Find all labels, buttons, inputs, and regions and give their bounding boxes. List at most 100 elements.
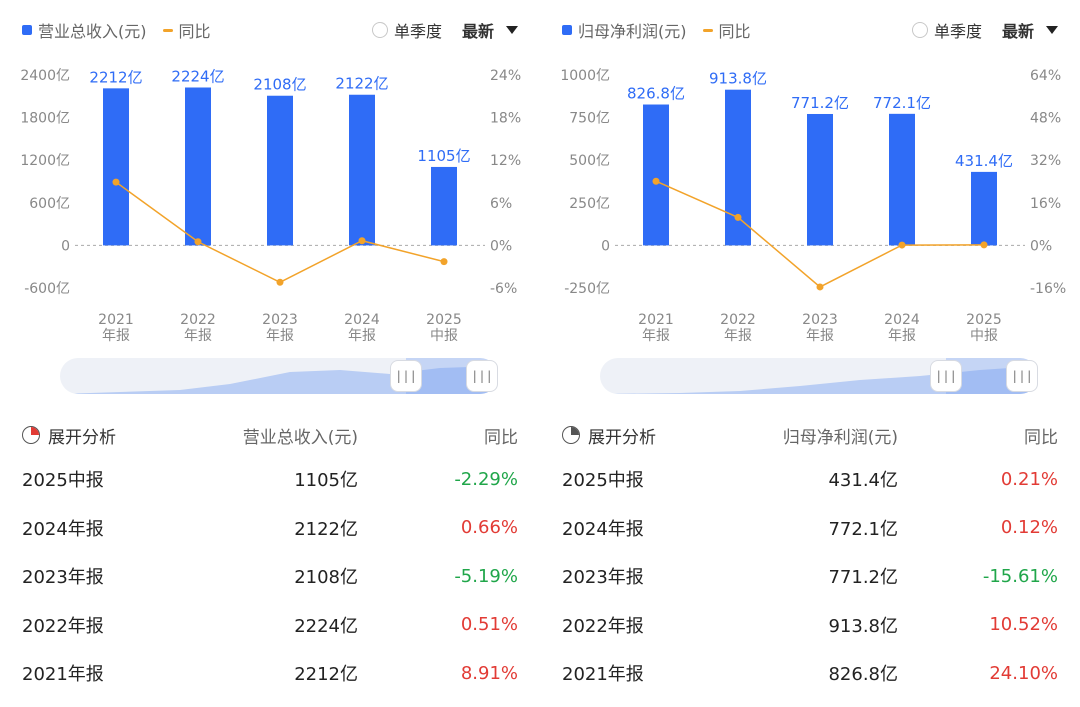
period-cell: 2021年报: [22, 664, 104, 686]
quarter-toggle-label[interactable]: 单季度: [393, 22, 442, 41]
y-left-tick-label: 250亿: [569, 196, 610, 212]
column-header-yoy: 同比: [1024, 427, 1058, 448]
bar-legend-label: 营业总收入(元): [38, 22, 147, 41]
x-tick-label: 2025 中报: [966, 312, 1002, 344]
table-row[interactable]: 2022年报 913.8亿 10.52%: [562, 601, 1058, 650]
y-right-tick-label: 16%: [1030, 196, 1061, 212]
bar: [267, 95, 293, 246]
period-select[interactable]: 最新: [1001, 22, 1034, 41]
x-tick-label: 2025 中报: [426, 312, 462, 344]
x-tick-label: 2023 年报: [802, 312, 838, 344]
slider-area-sparkline: [600, 366, 1038, 394]
x-tick-label: 2023 年报: [262, 312, 298, 344]
y-left-tick-label: 0: [61, 238, 70, 254]
table-row[interactable]: 2023年报 2108亿 -5.19%: [22, 552, 518, 601]
bar: [971, 171, 997, 246]
chart-legend: 归母净利润(元) 同比: [562, 16, 751, 44]
value-cell: 1105亿: [294, 470, 358, 492]
y-right-tick-label: 0%: [490, 238, 512, 254]
yoy-cell: 24.10%: [989, 662, 1058, 684]
period-cell: 2025中报: [562, 470, 644, 492]
expand-analysis-button[interactable]: 展开分析: [562, 423, 698, 448]
yoy-point: [440, 258, 448, 266]
y-left-tick-label: 1800亿: [20, 111, 70, 127]
yoy-point: [816, 283, 824, 291]
range-slider[interactable]: ||| |||: [60, 358, 498, 394]
table-row[interactable]: 2021年报 2212亿 8.91%: [22, 649, 518, 698]
bar-data-label: 913.8亿: [709, 70, 767, 88]
bar: [431, 166, 457, 246]
line-legend-label: 同比: [718, 22, 751, 41]
yoy-cell: 0.66%: [460, 517, 518, 539]
value-cell: 431.4亿: [828, 470, 898, 492]
table-row[interactable]: 2022年报 2224亿 0.51%: [22, 601, 518, 650]
table-row[interactable]: 2024年报 772.1亿 0.12%: [562, 504, 1058, 553]
y-left-tick-label: 0: [601, 238, 610, 254]
y-left-tick-label: 750亿: [569, 111, 610, 127]
table-row[interactable]: 2025中报 431.4亿 0.21%: [562, 455, 1058, 504]
table-row[interactable]: 2024年报 2122亿 0.66%: [22, 504, 518, 553]
y-right-tick-label: 12%: [490, 153, 521, 169]
slider-track[interactable]: [60, 358, 498, 394]
yoy-cell: 0.21%: [1000, 468, 1058, 490]
expand-analysis-button[interactable]: 展开分析: [22, 423, 158, 448]
value-cell: 2122亿: [294, 518, 358, 540]
y-right-tick-label: 24%: [490, 68, 521, 84]
bar-data-label: 771.2亿: [791, 94, 849, 112]
period-cell: 2024年报: [22, 518, 104, 540]
yoy-cell: 10.52%: [989, 614, 1058, 636]
period-cell: 2022年报: [562, 615, 644, 637]
chart-controls: 单季度 最新: [911, 16, 1058, 44]
table-header: 展开分析 归母净利润(元) 同比: [562, 415, 1058, 455]
yoy-point: [734, 213, 742, 221]
y-left-tick-label: 1200亿: [20, 153, 70, 169]
value-cell: 2224亿: [294, 615, 358, 637]
chevron-down-icon[interactable]: [506, 26, 518, 34]
column-header-value: 归母净利润(元): [782, 427, 898, 448]
value-cell: 826.8亿: [828, 664, 898, 686]
slider-track[interactable]: [600, 358, 1038, 394]
table-row[interactable]: 2021年报 826.8亿 24.10%: [562, 649, 1058, 698]
table-row[interactable]: 2023年报 771.2亿 -15.61%: [562, 552, 1058, 601]
y-left-tick-label: -600亿: [24, 281, 70, 297]
bar-data-label: 431.4亿: [955, 152, 1013, 170]
period-cell: 2025中报: [22, 470, 104, 492]
y-left-tick-label: -250亿: [564, 281, 610, 297]
y-right-tick-label: 64%: [1030, 68, 1061, 84]
y-left-tick-label: 1000亿: [560, 68, 610, 84]
quarter-radio-icon[interactable]: [911, 22, 928, 38]
chevron-down-icon[interactable]: [1046, 26, 1058, 34]
table-row[interactable]: 2025中报 1105亿 -2.29%: [22, 455, 518, 504]
yoy-cell: -15.61%: [982, 565, 1058, 587]
slider-left-handle[interactable]: |||: [930, 360, 962, 392]
revenue-chart: 2400亿 1800亿 1200亿 600亿 0 -600亿 24% 18% 12% 6% 0% -6…: [20, 67, 521, 344]
bar-data-label: 2122亿: [335, 75, 388, 93]
yoy-cell: 0.12%: [1000, 517, 1058, 539]
quarter-radio-icon[interactable]: [371, 22, 388, 38]
slider-right-handle[interactable]: |||: [466, 360, 498, 392]
chart-controls: 单季度 最新: [371, 16, 518, 44]
period-cell: 2024年报: [562, 518, 644, 540]
y-right-tick-label: 0%: [1030, 238, 1052, 254]
bar: [889, 113, 915, 246]
value-cell: 2212亿: [294, 664, 358, 686]
bar-data-label: 826.8亿: [627, 85, 685, 103]
period-cell: 2023年报: [22, 567, 104, 589]
bar: [725, 89, 751, 246]
x-tick-label: 2024 年报: [884, 312, 920, 344]
bar-legend-label: 归母净利润(元): [578, 22, 687, 41]
yoy-cell: 0.51%: [460, 614, 518, 636]
slider-right-handle[interactable]: |||: [1006, 360, 1038, 392]
yoy-point: [980, 241, 988, 249]
y-right-tick-label: 18%: [490, 111, 521, 127]
period-select[interactable]: 最新: [461, 22, 494, 41]
y-right-tick-label: -6%: [490, 281, 517, 297]
period-cell: 2023年报: [562, 567, 644, 589]
slider-left-handle[interactable]: |||: [390, 360, 422, 392]
range-slider[interactable]: ||| |||: [600, 358, 1038, 394]
bar: [349, 94, 375, 246]
quarter-toggle-label[interactable]: 单季度: [933, 22, 982, 41]
net-profit-chart: 1000亿 750亿 500亿 250亿 0 -250亿 64% 48% 32% 16% 0% -16…: [560, 68, 1066, 344]
bar-data-label: 2212亿: [89, 68, 142, 86]
y-right-tick-label: 32%: [1030, 153, 1061, 169]
